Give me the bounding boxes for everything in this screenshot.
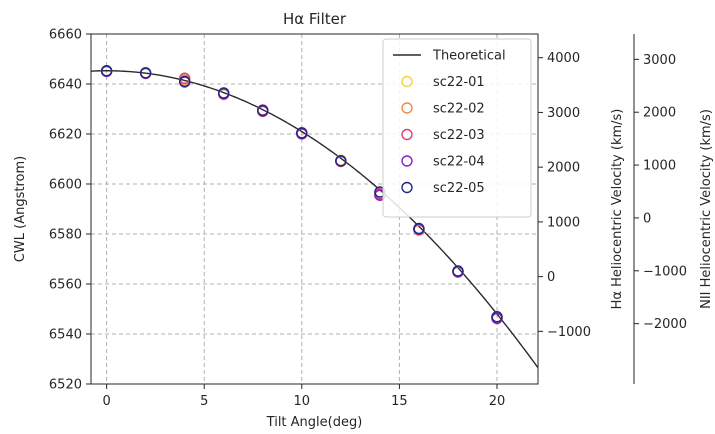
right-axis-2-tick-label: −2000 [643, 317, 687, 332]
right-axis-1-tick-label: −1000 [547, 325, 591, 340]
y-tick-label: 6660 [49, 28, 82, 43]
legend-label-sc22-05: sc22-05 [433, 181, 485, 196]
data-point [139, 67, 152, 79]
right-axis-1-tick-label: 3000 [547, 106, 580, 121]
data-point [491, 311, 503, 323]
left-axis: 6520 6540 6560 6580 6600 6620 6640 6660 [49, 28, 91, 393]
y-tick-label: 6620 [49, 128, 82, 143]
right-axis-1-tick-label: 4000 [547, 51, 580, 66]
y-tick-label: 6560 [49, 278, 82, 293]
data-points [100, 65, 503, 325]
right-axis-ha-velocity: −1000 0 1000 2000 3000 4000 [538, 51, 591, 340]
y-tick-label: 6640 [49, 78, 82, 93]
series-sc22-05 [100, 65, 503, 323]
legend-marker-sc22-04 [401, 155, 413, 167]
theoretical-curve-group [90, 70, 539, 369]
y-tick-label: 6600 [49, 178, 82, 193]
x-tick-label: 10 [294, 394, 311, 409]
chart-title: Hα Filter [283, 10, 347, 28]
legend-box [382, 38, 532, 218]
legend: Theoretical sc22-01 sc22-02 sc22-03 sc22-04 s… [382, 38, 532, 218]
x-tick-label: 15 [391, 394, 408, 409]
data-point [335, 155, 347, 167]
theoretical-curve [90, 70, 539, 369]
legend-label-sc22-02: sc22-02 [433, 102, 485, 117]
y-tick-label: 6520 [49, 378, 82, 393]
right-axis-1-tick-label: 2000 [547, 161, 580, 176]
data-point [178, 75, 191, 88]
legend-marker-sc22-03 [401, 128, 413, 141]
legend-marker-sc22-02 [401, 102, 413, 114]
right-axis-2-tick-label: 0 [643, 211, 651, 226]
right-axis-1-tick-label: 1000 [547, 215, 580, 230]
x-tick-label: 5 [200, 394, 208, 409]
data-point [452, 265, 464, 277]
legend-label-sc22-01: sc22-01 [433, 75, 485, 90]
y-tick-label: 6540 [49, 328, 82, 343]
x-tick-label: 0 [102, 394, 110, 409]
data-point [296, 127, 308, 139]
y-axis-label: CWL (Angstrom) [13, 156, 28, 262]
data-point [413, 222, 425, 235]
right-axis-2-tick-label: 3000 [643, 53, 676, 68]
right-axis-1-label: Hα Heliocentric Velocity (km/s) [610, 109, 625, 310]
right-axis-2-tick-label: 1000 [643, 159, 676, 174]
legend-label-sc22-03: sc22-03 [433, 128, 485, 143]
y-tick-label: 6580 [49, 228, 82, 243]
legend-label-sc22-04: sc22-04 [433, 155, 485, 170]
right-axis-2-tick-label: −1000 [643, 264, 687, 279]
right-axis-2-tick-label: 2000 [643, 106, 676, 121]
data-point [218, 87, 230, 99]
right-axis-1-tick-label: 0 [547, 270, 555, 285]
legend-marker-sc22-01 [401, 75, 413, 88]
bottom-axis: 0 5 10 15 20 [102, 384, 505, 409]
data-point [178, 72, 191, 84]
legend-marker-sc22-05 [401, 181, 413, 194]
right-axis-nii-velocity: −2000 −1000 0 1000 2000 3000 [633, 34, 687, 384]
x-axis-label: Tilt Angle(deg) [266, 415, 363, 430]
data-point [257, 104, 269, 117]
x-tick-label: 20 [489, 394, 506, 409]
right-axis-2-label: NII Heliocentric Velocity (km/s) [699, 109, 714, 309]
plot-frame [90, 33, 539, 385]
data-point [100, 65, 113, 77]
legend-label-theoretical: Theoretical [432, 49, 506, 64]
